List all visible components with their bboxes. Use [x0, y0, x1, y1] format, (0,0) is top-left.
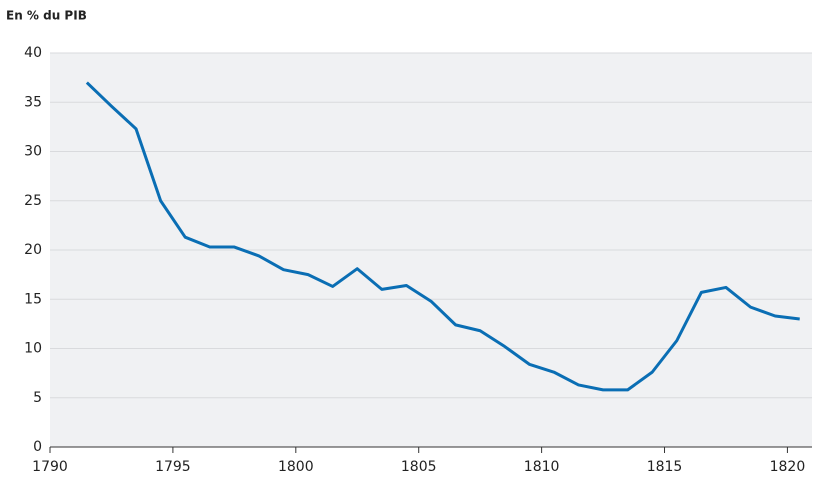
y-tick-label: 5: [33, 390, 42, 406]
x-tick-label: 1790: [32, 459, 68, 475]
line-series: [85, 81, 800, 392]
x-tick-label: 1820: [770, 459, 806, 475]
y-tick-label: 30: [24, 144, 42, 160]
x-tick-label: 1810: [524, 459, 560, 475]
y-tick-label: 10: [24, 341, 42, 357]
x-tick-label: 1795: [155, 459, 191, 475]
y-tick-label: 20: [24, 242, 42, 258]
y-tick-label: 15: [24, 291, 42, 307]
y-axis-label: En % du PIB: [6, 9, 87, 23]
x-tick-label: 1815: [647, 459, 683, 475]
y-tick-label: 40: [24, 45, 42, 61]
y-tick-label: 35: [24, 94, 42, 110]
x-tick-label: 1805: [401, 459, 437, 475]
y-tick-label: 0: [33, 439, 42, 455]
y-tick-label: 25: [24, 193, 42, 209]
x-tick-label: 1800: [278, 459, 314, 475]
